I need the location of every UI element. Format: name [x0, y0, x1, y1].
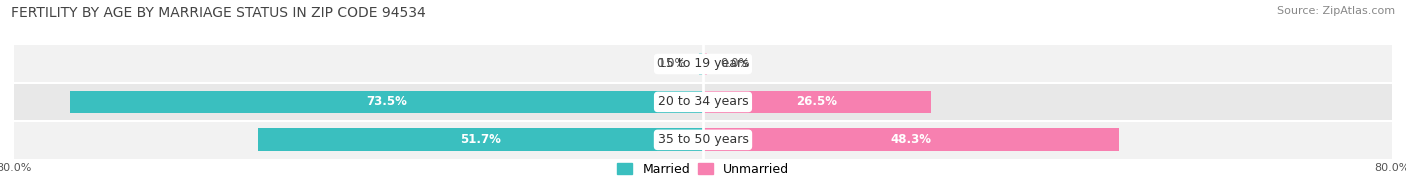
Text: Source: ZipAtlas.com: Source: ZipAtlas.com — [1277, 6, 1395, 16]
Bar — [14, 83, 1392, 121]
Text: 48.3%: 48.3% — [890, 133, 931, 146]
Bar — [257, 128, 703, 151]
Text: FERTILITY BY AGE BY MARRIAGE STATUS IN ZIP CODE 94534: FERTILITY BY AGE BY MARRIAGE STATUS IN Z… — [11, 6, 426, 20]
Text: 15 to 19 years: 15 to 19 years — [658, 57, 748, 71]
Bar — [14, 45, 1392, 83]
Bar — [703, 91, 931, 113]
Bar — [703, 53, 707, 75]
Legend: Married, Unmarried: Married, Unmarried — [617, 163, 789, 176]
Text: 26.5%: 26.5% — [797, 95, 838, 108]
Bar — [70, 91, 703, 113]
Text: 20 to 34 years: 20 to 34 years — [658, 95, 748, 108]
Text: 73.5%: 73.5% — [366, 95, 406, 108]
Text: 0.0%: 0.0% — [720, 57, 749, 71]
Bar — [14, 121, 1392, 159]
Bar — [699, 53, 703, 75]
Text: 35 to 50 years: 35 to 50 years — [658, 133, 748, 146]
Text: 0.0%: 0.0% — [657, 57, 686, 71]
Bar — [703, 128, 1119, 151]
Text: 51.7%: 51.7% — [460, 133, 501, 146]
